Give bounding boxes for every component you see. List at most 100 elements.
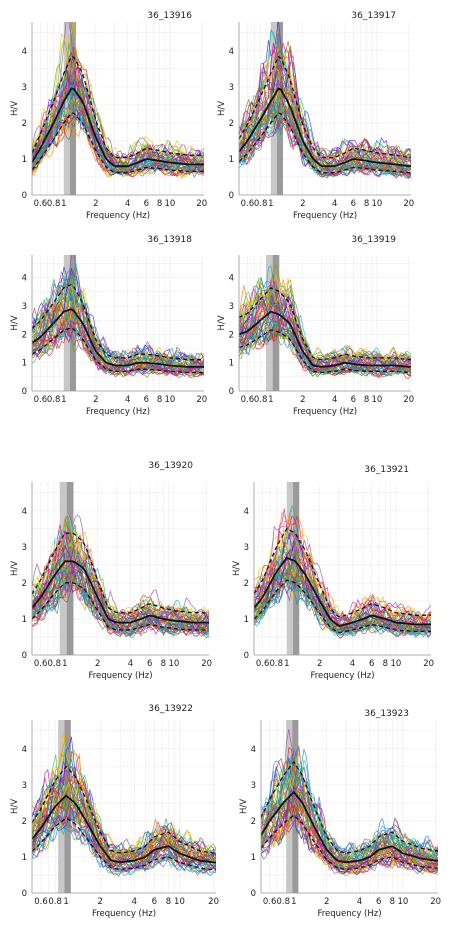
- x-axis-label: Frequency (Hz): [86, 407, 150, 417]
- x-tick-label: 4: [332, 199, 337, 209]
- x-tick-label: 0.8: [269, 659, 283, 669]
- y-tick-label: 4: [22, 47, 27, 57]
- std-upper-curve: [32, 283, 204, 361]
- window-curve: [239, 29, 411, 166]
- window-curves: [254, 504, 431, 639]
- panel-title: 36_13920: [148, 461, 193, 471]
- window-curve: [239, 307, 411, 373]
- x-tick-label: 0.8: [48, 897, 62, 907]
- window-curve: [239, 320, 411, 376]
- y-tick-label: 2: [22, 119, 27, 129]
- x-tick-label: 6: [152, 897, 157, 907]
- window-curve: [32, 311, 204, 377]
- x-tick-label: 20: [423, 659, 434, 669]
- std-lower-curve: [32, 817, 216, 871]
- std-lower-curve: [32, 112, 204, 174]
- x-tick-label: 0.6: [34, 897, 48, 907]
- median-curve: [261, 790, 438, 864]
- y-tick-label: 1: [229, 359, 234, 369]
- x-tick-label: 6: [376, 897, 381, 907]
- x-tick-label: 2: [317, 659, 322, 669]
- panel-title: 36_13918: [147, 235, 192, 245]
- window-curve: [254, 570, 431, 638]
- window-curves: [239, 263, 411, 379]
- window-curve: [32, 305, 204, 374]
- window-curve: [32, 267, 204, 368]
- window-curve: [32, 318, 204, 378]
- x-tick-label: 0.6: [256, 659, 270, 669]
- y-tick-label: 4: [229, 47, 234, 57]
- window-curve: [32, 76, 204, 174]
- y-tick-label: 3: [22, 543, 27, 553]
- y-tick-label: 1: [22, 155, 27, 165]
- y-axis-label: H/V: [10, 315, 20, 330]
- y-tick-label: 1: [22, 615, 27, 625]
- x-tick-label: 6: [351, 199, 356, 209]
- window-curve: [254, 508, 431, 627]
- x-tick-label: 8: [157, 395, 162, 405]
- window-curve: [32, 51, 204, 165]
- y-axis-label: H/V: [10, 799, 20, 814]
- x-tick-label: 8: [157, 199, 162, 209]
- window-curve: [32, 320, 204, 377]
- window-curve: [32, 565, 209, 634]
- window-curve: [32, 107, 204, 178]
- median-curve: [32, 794, 216, 864]
- x-tick-label: 10: [174, 897, 185, 907]
- window-curve: [32, 733, 216, 861]
- x-tick-label: 6: [144, 395, 149, 405]
- x-tick-label: 0.8: [47, 659, 61, 669]
- std-upper-curve: [32, 765, 216, 854]
- f0-band-upper: [272, 255, 280, 391]
- x-tick-label: 0.8: [47, 395, 61, 405]
- y-tick-label: 3: [244, 543, 249, 553]
- std-lower-curve: [254, 579, 431, 634]
- x-tick-label: 10: [164, 199, 175, 209]
- window-curve: [32, 732, 216, 862]
- x-tick-label: 2: [93, 199, 98, 209]
- window-curve: [32, 736, 216, 866]
- window-curve: [239, 37, 411, 163]
- median-curve: [32, 308, 204, 368]
- window-curve: [32, 774, 216, 863]
- y-tick-label: 0: [251, 889, 256, 899]
- window-curve: [32, 758, 216, 857]
- x-tick-label: 20: [403, 395, 414, 405]
- window-curve: [32, 284, 204, 368]
- y-tick-label: 3: [229, 83, 234, 93]
- window-curves: [32, 22, 204, 179]
- x-tick-label: 6: [351, 395, 356, 405]
- window-curve: [32, 541, 209, 628]
- window-curve: [261, 789, 438, 867]
- x-tick-label: 0.8: [276, 897, 290, 907]
- window-curve: [261, 799, 438, 877]
- y-tick-label: 1: [244, 615, 249, 625]
- y-tick-label: 2: [22, 817, 27, 827]
- window-curve: [239, 22, 411, 165]
- x-tick-label: 8: [161, 659, 166, 669]
- x-tick-label: 10: [371, 199, 382, 209]
- x-tick-label: 8: [390, 897, 395, 907]
- window-curve: [32, 568, 209, 635]
- window-curve: [32, 568, 209, 633]
- window-curve: [261, 804, 438, 874]
- y-tick-label: 2: [244, 579, 249, 589]
- x-tick-label: 1: [62, 659, 67, 669]
- x-tick-label: 10: [164, 395, 175, 405]
- window-curve: [32, 522, 209, 625]
- y-tick-label: 3: [22, 83, 27, 93]
- x-tick-label: 8: [383, 659, 388, 669]
- window-curve: [32, 270, 204, 367]
- x-tick-label: 0.8: [254, 395, 268, 405]
- y-tick-label: 1: [22, 359, 27, 369]
- window-curve: [239, 329, 411, 377]
- x-tick-label: 10: [390, 659, 401, 669]
- window-curve: [32, 320, 204, 375]
- x-tick-label: 8: [364, 395, 369, 405]
- std-upper-curve: [239, 55, 411, 159]
